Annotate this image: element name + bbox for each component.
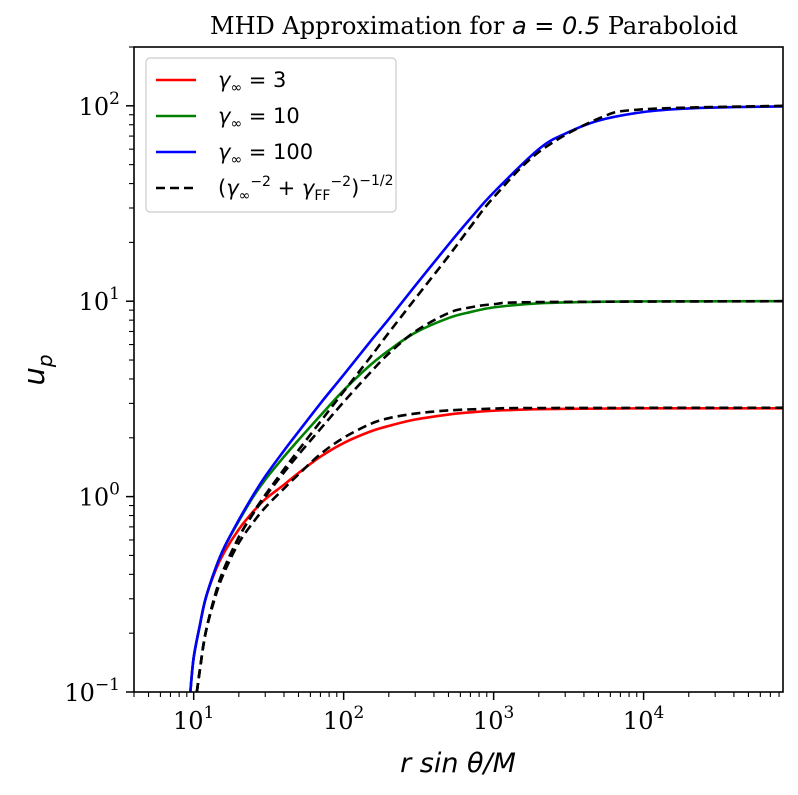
series-line-3: [189, 105, 783, 692]
series-line-1: [189, 407, 783, 692]
x-tick-label: 101: [173, 703, 214, 735]
x-axis-label: r sin θ/M: [400, 748, 516, 779]
y-tick-label: 100: [79, 480, 120, 512]
legend-label: γ∞ = 3: [218, 68, 286, 96]
x-tick-label: 104: [623, 703, 664, 735]
x-axis: 101 102 103 104: [133, 692, 780, 735]
y-axis-label-subscript: p: [33, 354, 57, 368]
y-axis-label-text: u: [17, 367, 51, 385]
chart-title-suffix: Paraboloid: [600, 12, 738, 40]
legend-label: γ∞ = 100: [218, 140, 313, 168]
svg-text:up: up: [17, 354, 57, 385]
series-layer: [189, 104, 783, 692]
chart-title-math: a = 0.5: [512, 12, 600, 40]
plot-frame: [133, 46, 784, 693]
series-line-6: [195, 406, 783, 692]
chart-title: MHD Approximation for a = 0.5 Paraboloid: [210, 12, 738, 40]
y-axis-label: up: [17, 354, 57, 385]
x-axis-label-text: r sin θ/M: [400, 748, 516, 779]
y-tick-label: 101: [79, 284, 120, 316]
y-tick-label: 102: [79, 89, 120, 121]
y-axis: 10−1 100 101 102: [64, 46, 134, 707]
x-tick-label: 102: [323, 703, 364, 735]
legend: γ∞ = 3 γ∞ = 10 γ∞ = 100 (γ∞−2 + γFF−2)−1/2: [145, 57, 397, 213]
y-tick-label: 10−1: [64, 675, 120, 707]
legend-label: (γ∞−2 + γFF−2)−1/2: [218, 173, 394, 204]
legend-box: [145, 57, 397, 213]
svg-text:MHD Approximation for a = 0.5: MHD Approximation for a = 0.5 Paraboloid: [210, 12, 738, 40]
x-tick-label: 103: [473, 703, 514, 735]
legend-label: γ∞ = 10: [218, 104, 300, 132]
chart-title-text: MHD Approximation for: [210, 12, 512, 40]
series-line-5: [195, 299, 783, 692]
series-line-2: [189, 299, 783, 692]
